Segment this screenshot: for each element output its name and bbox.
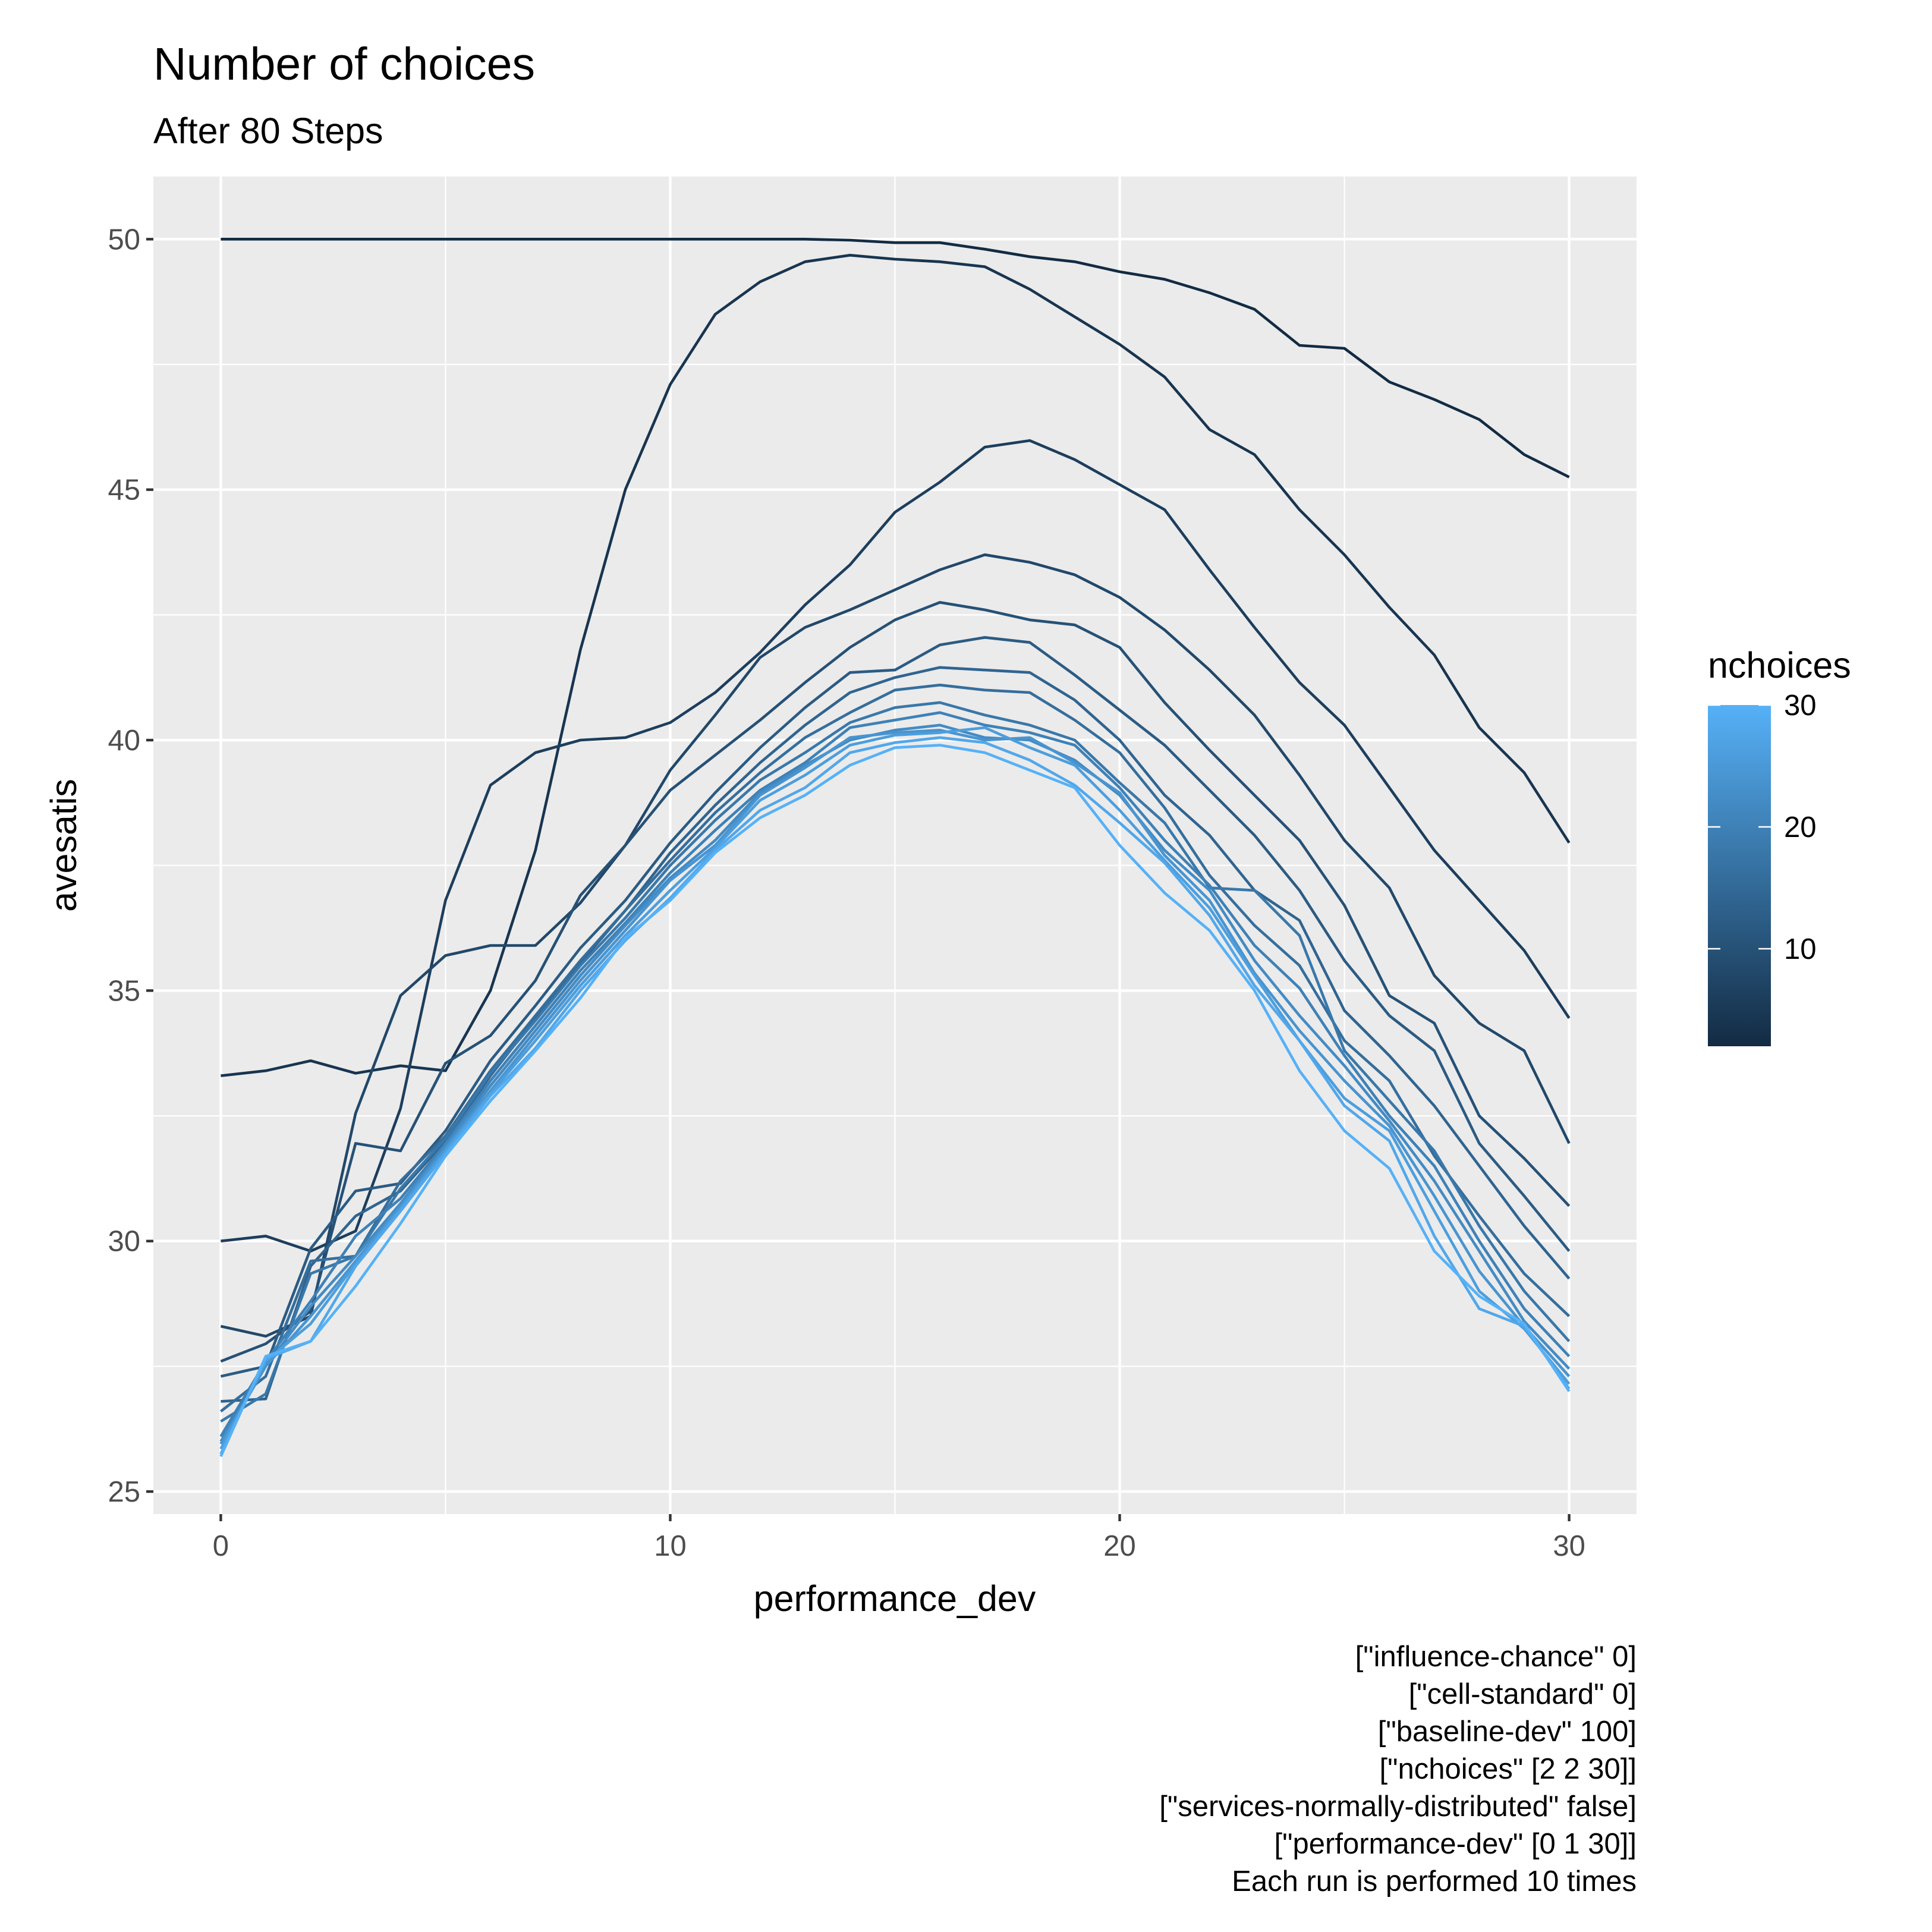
series-line-nchoices-24 [219, 728, 1571, 1445]
series-line-nchoices-22 [219, 723, 1571, 1442]
series-line-nchoices-6 [221, 439, 1571, 1253]
x-tick-label: 20 [1103, 1530, 1136, 1562]
caption-line: ["services-normally-distributed" false] [1159, 1791, 1637, 1823]
y-tick-label: 45 [108, 474, 140, 506]
series-line-nchoices-2 [221, 237, 1570, 479]
series-line-nchoices-14 [221, 666, 1571, 1403]
legend-tick-label: 10 [1784, 933, 1817, 965]
legend-colorbar [1708, 705, 1771, 1046]
y-axis: 25 30 35 40 45 50 [108, 224, 153, 1508]
x-axis-title: performance_dev [754, 1578, 1036, 1619]
legend-tick-label: 30 [1784, 690, 1817, 722]
caption-line: ["baseline-dev" 100] [1378, 1716, 1637, 1748]
chart-subtitle: After 80 Steps [153, 111, 383, 151]
caption-line: ["cell-standard" 0] [1409, 1678, 1637, 1710]
x-axis: 0 10 20 30 [213, 1514, 1585, 1562]
x-tick-label: 10 [654, 1530, 687, 1562]
series-line-nchoices-26 [219, 726, 1571, 1450]
y-tick-label: 50 [108, 224, 140, 256]
series-lines [219, 237, 1571, 1458]
legend-ticks: 10 20 30 [1708, 690, 1817, 965]
series-line-nchoices-20 [219, 711, 1571, 1437]
caption-line: ["influence-chance" 0] [1355, 1641, 1637, 1673]
legend-title: nchoices [1708, 645, 1851, 685]
legend-tick-label: 20 [1784, 811, 1817, 844]
caption-line: Each run is performed 10 times [1232, 1865, 1637, 1898]
series-line-nchoices-28 [219, 736, 1571, 1455]
caption: ["influence-chance" 0] ["cell-standard" 0… [1159, 1641, 1637, 1898]
series-line-nchoices-30 [219, 744, 1571, 1458]
series-line-nchoices-16 [219, 684, 1571, 1413]
series-line-nchoices-8 [220, 553, 1571, 1338]
caption-line: ["performance-dev" [0 1 30]] [1275, 1828, 1637, 1860]
y-tick-label: 25 [108, 1476, 140, 1508]
series-line-nchoices-18 [220, 701, 1571, 1423]
y-tick-label: 30 [108, 1226, 140, 1258]
series-line-nchoices-12 [220, 636, 1571, 1378]
chart-title: Number of choices [153, 39, 535, 90]
series-line-nchoices-10 [220, 600, 1571, 1363]
y-tick-label: 40 [108, 725, 140, 757]
y-axis-title: avesatis [43, 779, 84, 912]
x-tick-label: 30 [1553, 1530, 1585, 1562]
x-tick-label: 0 [213, 1530, 229, 1562]
caption-line: ["nchoices" [2 2 30]] [1380, 1753, 1637, 1785]
legend: nchoices 10 20 30 [1708, 645, 1851, 1046]
minor-gridlines [153, 177, 1637, 1514]
y-tick-label: 35 [108, 975, 140, 1007]
series-line-nchoices-4 [221, 253, 1571, 1077]
